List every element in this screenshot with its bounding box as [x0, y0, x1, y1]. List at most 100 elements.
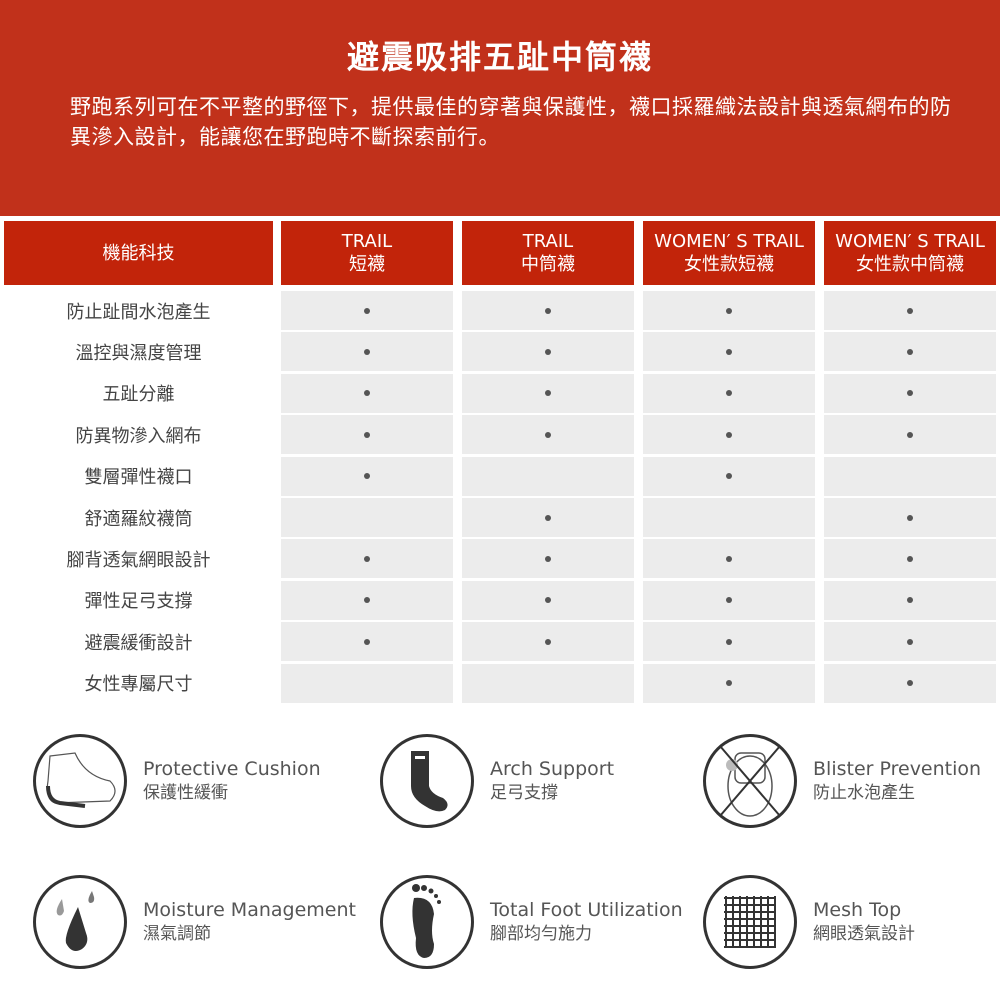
check-dot-icon	[907, 680, 913, 687]
table-cell	[462, 415, 634, 455]
feature-title-en: Arch Support	[490, 758, 615, 780]
check-dot-icon	[545, 514, 551, 521]
footprint-icon	[380, 875, 474, 969]
check-dot-icon	[907, 390, 913, 397]
check-dot-icon	[364, 431, 370, 438]
table-cell	[643, 456, 815, 496]
table-cell	[281, 456, 453, 496]
table-cell	[643, 663, 815, 703]
check-dot-icon	[545, 348, 551, 355]
row-label: 舒適羅紋襪筒	[84, 508, 193, 530]
column-header: WOMEN′ S TRAIL 女性款中筒襪	[824, 221, 996, 285]
table-cell	[281, 332, 453, 372]
description: 野跑系列可在不平整的野徑下，提供最佳的穿著與保護性，襪口採羅織法設計與透氣網布的…	[70, 95, 952, 149]
feature-item: Moisture Management 濕氣調節	[33, 875, 356, 969]
feature-item: Arch Support 足弓支撐	[380, 734, 614, 828]
check-dot-icon	[364, 597, 370, 604]
column-line2: 女性款中筒襪	[856, 254, 964, 275]
check-dot-icon	[726, 348, 732, 355]
column-header: WOMEN′ S TRAIL 女性款短襪	[643, 221, 815, 285]
check-dot-icon	[545, 555, 551, 562]
check-dot-icon	[907, 431, 913, 438]
table-cell	[643, 415, 815, 455]
feature-title-zh: 足弓支撐	[490, 783, 558, 803]
check-dot-icon	[726, 473, 732, 480]
table-cell	[281, 291, 453, 330]
column-line2: 女性款短襪	[684, 254, 774, 275]
table-cell	[643, 498, 815, 537]
table-cell	[824, 332, 996, 372]
table-cell	[824, 663, 996, 703]
table-cell	[462, 373, 634, 413]
check-dot-icon	[364, 307, 370, 314]
check-dot-icon	[545, 307, 551, 314]
table-cell	[824, 456, 996, 496]
row-label: 彈性足弓支撐	[84, 591, 193, 613]
column-header: TRAIL 中筒襪	[462, 221, 634, 285]
check-dot-icon	[364, 555, 370, 562]
feature-title-zh: 保護性緩衝	[143, 783, 228, 803]
column-line2: 中筒襪	[521, 254, 575, 275]
check-dot-icon	[726, 680, 732, 687]
feature-title-zh: 腳部均勻施力	[490, 924, 592, 944]
check-dot-icon	[364, 638, 370, 645]
check-dot-icon	[907, 597, 913, 604]
column-header: TRAIL 短襪	[281, 221, 453, 285]
row-label: 腳背透氣網眼設計	[66, 549, 211, 571]
feature-title-zh: 網眼透氣設計	[813, 924, 915, 944]
table-cell	[281, 539, 453, 579]
no-blister-icon	[703, 734, 797, 828]
table-cell	[643, 332, 815, 372]
table-cell	[824, 622, 996, 662]
column-line1: WOMEN′ S TRAIL	[835, 231, 985, 252]
check-dot-icon	[364, 390, 370, 397]
table-cell	[462, 291, 634, 330]
row-label: 溫控與濕度管理	[75, 342, 202, 364]
table-cell	[281, 498, 453, 537]
table-cell	[462, 663, 634, 703]
check-dot-icon	[907, 307, 913, 314]
table-cell	[281, 580, 453, 620]
table-cell	[643, 291, 815, 330]
column-line2: 短襪	[349, 254, 385, 275]
table-cell	[643, 580, 815, 620]
feature-item: Blister Prevention 防止水泡產生	[703, 734, 981, 828]
feature-title-en: Protective Cushion	[143, 758, 321, 780]
feature-item: Protective Cushion 保護性緩衝	[33, 734, 321, 828]
feature-item: Total Foot Utilization 腳部均勻施力	[380, 875, 683, 969]
check-dot-icon	[726, 555, 732, 562]
check-dot-icon	[545, 597, 551, 604]
row-label: 雙層彈性襪口	[84, 467, 193, 489]
table-cell	[462, 456, 634, 496]
table-cell	[462, 622, 634, 662]
check-dot-icon	[907, 555, 913, 562]
row-label: 避震緩衝設計	[84, 632, 193, 654]
check-dot-icon	[726, 390, 732, 397]
page-title: 避震吸排五趾中筒襪	[346, 38, 653, 76]
mesh-icon	[703, 875, 797, 969]
feature-item: Mesh Top 網眼透氣設計	[703, 875, 915, 969]
table-cell	[643, 622, 815, 662]
table-cell	[462, 498, 634, 537]
feature-title-en: Moisture Management	[143, 899, 356, 921]
row-label: 五趾分離	[102, 384, 175, 406]
column-line1: TRAIL	[522, 231, 574, 252]
sock-icon	[380, 734, 474, 828]
table-cell	[462, 580, 634, 620]
table-cell	[281, 663, 453, 703]
feature-title-en: Mesh Top	[813, 899, 902, 921]
feature-title-en: Total Foot Utilization	[490, 899, 683, 921]
water-drop-icon	[33, 875, 127, 969]
check-dot-icon	[545, 638, 551, 645]
feature-title-zh: 防止水泡產生	[813, 783, 915, 803]
table-cell	[462, 539, 634, 579]
check-dot-icon	[907, 348, 913, 355]
feature-title-zh: 濕氣調節	[143, 924, 211, 944]
table-cell	[824, 291, 996, 330]
check-dot-icon	[364, 348, 370, 355]
feature-title-en: Blister Prevention	[813, 758, 982, 780]
check-dot-icon	[907, 638, 913, 645]
table-cell	[643, 373, 815, 413]
table-cell	[643, 539, 815, 579]
table-cell	[824, 373, 996, 413]
